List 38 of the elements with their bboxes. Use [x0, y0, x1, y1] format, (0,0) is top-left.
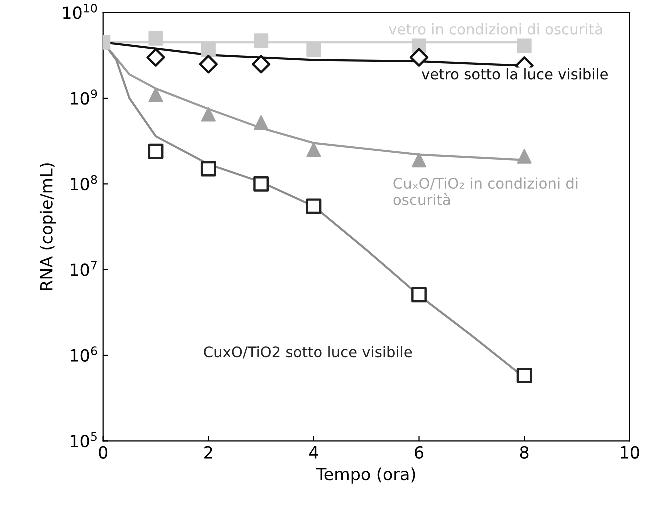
point [254, 34, 269, 48]
point [306, 142, 322, 158]
series-label: vetro sotto la luce visibile [422, 68, 608, 80]
point [517, 149, 532, 164]
text: CuxO/TiO2 sotto luce visibile [204, 346, 412, 359]
point [517, 38, 532, 54]
point [254, 176, 270, 192]
x-tick-label: 2 [204, 446, 212, 459]
point [412, 153, 427, 168]
point [146, 48, 166, 67]
point [252, 55, 271, 74]
y-tick-label: 10$^{8}$ [70, 175, 98, 191]
x-tick-label: 8 [520, 446, 529, 459]
y-tick-label: 10$^{5}$ [70, 432, 97, 448]
point [148, 144, 164, 160]
point [412, 287, 427, 303]
point [200, 161, 216, 177]
point [148, 31, 164, 46]
point [410, 48, 429, 67]
x-tick-label: 0 [99, 446, 108, 459]
x-tick-label: 4 [309, 446, 318, 459]
y-tick-label: 10$^{9}$ [70, 90, 98, 105]
point [199, 55, 218, 74]
point [306, 42, 322, 58]
y-axis-title: RNA (copie/mL) [40, 164, 56, 290]
x-axis-title: Tempo (ora) [316, 468, 416, 484]
point [516, 368, 532, 384]
point [148, 88, 164, 102]
point [201, 107, 216, 122]
y-tick-label: 10$^{10}$ [63, 4, 98, 20]
point [254, 116, 269, 130]
series-label: CuₓO/TiO₂ in condizioni di oscurità [394, 178, 578, 206]
x-tick-label: 10 [621, 446, 640, 459]
point [306, 198, 322, 214]
y-tick-label: 10$^{7}$ [70, 261, 97, 276]
x-tick-label: 6 [415, 446, 424, 459]
point [201, 42, 216, 58]
y-tick-label: 10$^{6}$ [70, 346, 98, 362]
